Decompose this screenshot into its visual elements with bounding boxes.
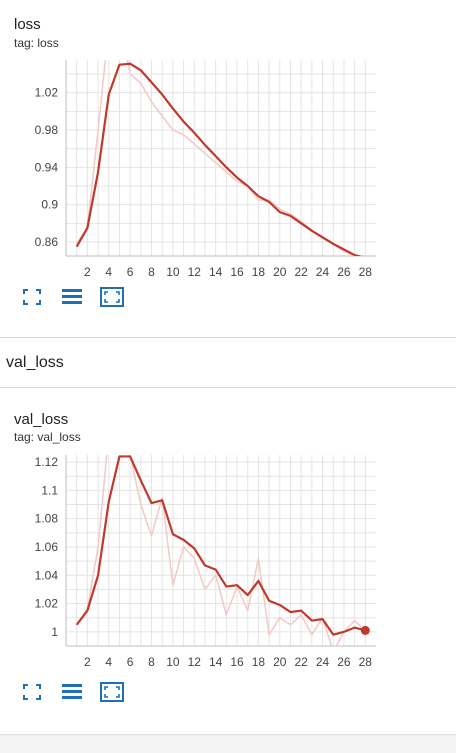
- y-tick-label: 1.1: [41, 483, 58, 497]
- section-title[interactable]: val_loss: [6, 354, 64, 371]
- x-tick-label: 2: [84, 265, 91, 279]
- chart-title-loss: loss: [14, 16, 41, 33]
- x-tick-label: 14: [209, 265, 223, 279]
- val-loss-chart[interactable]: 1 1.02 1.04 1.06 1.08 1.1 1.12 2 4 6 8 10 12 14 16 18 20…: [0, 445, 456, 677]
- x-tick-label: 18: [252, 655, 266, 669]
- y-tick-label: 0.86: [35, 235, 59, 249]
- chart-tag-loss: tag: loss: [14, 36, 59, 50]
- x-tick-label: 16: [230, 655, 244, 669]
- x-tick-label: 6: [127, 265, 134, 279]
- x-tick-label: 12: [188, 265, 202, 279]
- series-line-raw: [76, 60, 359, 256]
- x-tick-label: 4: [105, 655, 112, 669]
- x-tick-label: 8: [148, 655, 155, 669]
- x-tick-label: 20: [273, 655, 287, 669]
- chart-title-val-loss: val_loss: [14, 411, 69, 428]
- x-tick-label: 12: [188, 655, 202, 669]
- x-tick-label: 16: [230, 265, 244, 279]
- x-tick-label: 24: [316, 655, 330, 669]
- series-line-smoothed: [75, 62, 363, 256]
- data-table-button[interactable]: [60, 287, 84, 307]
- data-table-button[interactable]: [60, 682, 84, 702]
- last-point-marker: [360, 625, 370, 635]
- fit-domain-button[interactable]: [100, 287, 124, 307]
- data-table-icon: [62, 684, 82, 699]
- x-tick-label: 8: [148, 265, 155, 279]
- loss-chart[interactable]: 0.860.90.940.981.022 4 6 8 10 12 14 16 18 20 22 24 2…: [0, 52, 456, 282]
- x-tick-label: 2: [84, 655, 91, 669]
- x-tick-label: 6: [127, 655, 134, 669]
- fit-domain-icon: [100, 287, 124, 307]
- x-tick-label: 26: [337, 265, 351, 279]
- section-divider-top: [0, 337, 456, 338]
- y-tick-label: 0.9: [41, 198, 58, 212]
- x-tick-label: 26: [337, 655, 351, 669]
- y-tick-label: 1: [51, 625, 58, 639]
- x-tick-label: 10: [166, 265, 180, 279]
- y-tick-label: 1.08: [35, 512, 59, 526]
- y-tick-label: 1.04: [35, 568, 59, 582]
- y-tick-label: 1.06: [35, 540, 59, 554]
- chart-tag-val-loss: tag: val_loss: [14, 430, 81, 444]
- x-tick-label: 22: [294, 265, 308, 279]
- bottom-bar: [0, 734, 456, 753]
- data-table-icon: [62, 289, 82, 304]
- x-tick-label: 28: [359, 655, 373, 669]
- fullscreen-icon: [23, 684, 41, 700]
- y-tick-label: 1.02: [35, 86, 59, 100]
- fullscreen-button[interactable]: [20, 682, 44, 702]
- x-tick-label: 4: [105, 265, 112, 279]
- x-tick-label: 18: [252, 265, 266, 279]
- x-tick-label: 20: [273, 265, 287, 279]
- x-tick-label: 22: [294, 655, 308, 669]
- fit-domain-button[interactable]: [100, 682, 124, 702]
- fit-domain-icon: [100, 682, 124, 702]
- fullscreen-button[interactable]: [20, 287, 44, 307]
- series-line-smoothed: [75, 455, 366, 636]
- y-tick-label: 0.98: [35, 123, 59, 137]
- y-tick-label: 0.94: [35, 160, 59, 174]
- x-tick-label: 28: [359, 265, 373, 279]
- section-divider-bottom: [0, 387, 456, 388]
- x-tick-label: 24: [316, 265, 330, 279]
- y-tick-label: 1.02: [35, 597, 59, 611]
- x-tick-label: 10: [166, 655, 180, 669]
- fullscreen-icon: [23, 289, 41, 305]
- loss-chart-toolbar: [20, 287, 124, 307]
- series-line-raw: [76, 455, 366, 646]
- y-tick-label: 1.12: [35, 455, 59, 469]
- val-loss-chart-toolbar: [20, 682, 124, 702]
- x-tick-label: 14: [209, 655, 223, 669]
